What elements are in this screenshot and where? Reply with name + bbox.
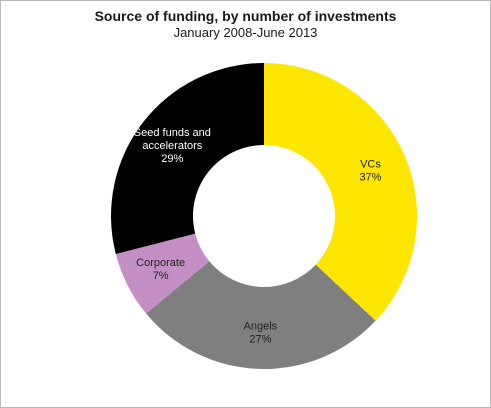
chart-title: Source of funding, by number of investme… <box>94 8 397 24</box>
slice-category-label: accelerators <box>142 140 202 152</box>
slice-seed-funds-and-accelerators <box>110 63 264 255</box>
slice-category-label: Angels <box>244 320 278 332</box>
slice-category-label: Corporate <box>136 257 185 269</box>
slice-category-label: VCs <box>360 158 381 170</box>
slice-value-label: 37% <box>359 171 381 183</box>
slice-value-label: 7% <box>153 270 169 282</box>
slice-vcs <box>264 63 417 321</box>
slice-category-label: Seed funds and <box>134 127 211 139</box>
slice-value-label: 29% <box>161 153 183 165</box>
slice-angels <box>146 261 376 369</box>
slice-value-label: 27% <box>249 333 271 345</box>
slice-corporate <box>115 233 210 314</box>
chart-subtitle: January 2008-June 2013 <box>173 25 318 40</box>
